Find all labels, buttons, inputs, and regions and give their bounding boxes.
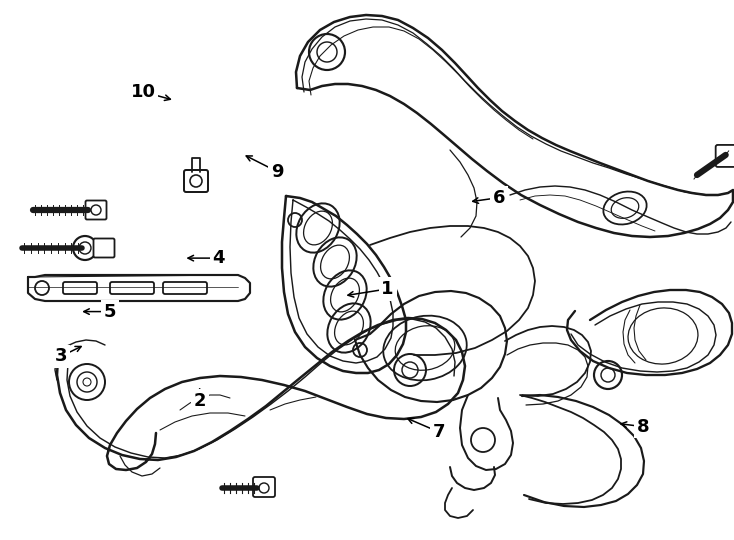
Text: 4: 4: [212, 249, 225, 267]
FancyBboxPatch shape: [184, 170, 208, 192]
Text: 1: 1: [381, 280, 394, 298]
Text: 10: 10: [131, 83, 156, 101]
FancyBboxPatch shape: [253, 477, 275, 497]
FancyBboxPatch shape: [93, 239, 115, 258]
Text: 6: 6: [493, 188, 506, 207]
Text: 5: 5: [103, 302, 117, 321]
Text: 3: 3: [54, 347, 68, 366]
FancyBboxPatch shape: [716, 145, 734, 167]
FancyBboxPatch shape: [85, 200, 106, 219]
Text: 9: 9: [271, 163, 284, 181]
Text: 7: 7: [432, 423, 446, 441]
Text: 2: 2: [193, 392, 206, 410]
Text: 8: 8: [636, 417, 650, 436]
